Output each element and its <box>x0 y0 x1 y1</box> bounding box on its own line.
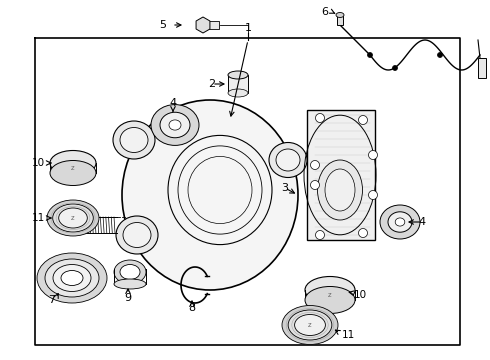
Text: 11: 11 <box>342 330 355 340</box>
Text: 5: 5 <box>160 20 167 30</box>
Ellipse shape <box>53 204 93 232</box>
Ellipse shape <box>228 89 248 97</box>
Bar <box>228 75 248 93</box>
Circle shape <box>311 180 319 189</box>
Ellipse shape <box>395 218 405 226</box>
Text: z: z <box>71 215 75 221</box>
Text: 11: 11 <box>31 213 45 223</box>
Text: 4: 4 <box>170 98 176 108</box>
Text: 1: 1 <box>245 23 251 33</box>
Text: 8: 8 <box>189 303 196 313</box>
Circle shape <box>368 53 372 58</box>
Ellipse shape <box>305 276 355 303</box>
Text: 3: 3 <box>281 183 289 193</box>
Text: 2: 2 <box>208 79 216 89</box>
Text: z: z <box>308 322 312 328</box>
Ellipse shape <box>50 161 96 185</box>
Ellipse shape <box>380 205 420 239</box>
Ellipse shape <box>120 265 140 279</box>
Ellipse shape <box>228 71 248 79</box>
Ellipse shape <box>45 259 99 297</box>
Bar <box>209 21 219 29</box>
Ellipse shape <box>388 212 412 232</box>
Ellipse shape <box>282 306 338 345</box>
Ellipse shape <box>151 105 199 145</box>
Text: 4: 4 <box>418 217 425 227</box>
Ellipse shape <box>116 216 158 254</box>
Ellipse shape <box>120 127 148 153</box>
Ellipse shape <box>113 121 155 159</box>
Ellipse shape <box>50 150 96 175</box>
Ellipse shape <box>77 217 87 233</box>
Circle shape <box>368 150 377 159</box>
Ellipse shape <box>336 13 344 18</box>
Ellipse shape <box>276 149 300 171</box>
Text: 7: 7 <box>49 295 55 305</box>
Polygon shape <box>307 110 375 240</box>
Ellipse shape <box>123 222 151 248</box>
Circle shape <box>438 53 442 58</box>
Circle shape <box>316 230 324 239</box>
Ellipse shape <box>47 200 99 236</box>
Text: z: z <box>71 165 75 171</box>
Ellipse shape <box>325 169 355 211</box>
Ellipse shape <box>114 260 146 284</box>
Circle shape <box>359 116 368 125</box>
Text: z: z <box>328 292 332 298</box>
Bar <box>337 15 343 25</box>
Circle shape <box>316 113 324 122</box>
Bar <box>478 58 486 78</box>
Circle shape <box>359 229 368 238</box>
Ellipse shape <box>114 279 146 289</box>
Text: 10: 10 <box>353 290 367 300</box>
Ellipse shape <box>305 287 355 314</box>
Text: 9: 9 <box>124 293 131 303</box>
Circle shape <box>311 161 319 170</box>
Polygon shape <box>196 17 210 33</box>
Ellipse shape <box>59 208 87 228</box>
Ellipse shape <box>122 100 298 290</box>
Ellipse shape <box>53 265 91 292</box>
Circle shape <box>368 190 377 199</box>
Ellipse shape <box>269 143 307 177</box>
Circle shape <box>392 66 397 71</box>
Ellipse shape <box>160 112 190 138</box>
Ellipse shape <box>61 270 83 285</box>
Ellipse shape <box>37 253 107 303</box>
Ellipse shape <box>318 160 363 220</box>
Text: 10: 10 <box>31 158 45 168</box>
Ellipse shape <box>294 315 325 336</box>
Ellipse shape <box>288 310 332 340</box>
Text: 6: 6 <box>321 7 328 17</box>
Ellipse shape <box>169 120 181 130</box>
